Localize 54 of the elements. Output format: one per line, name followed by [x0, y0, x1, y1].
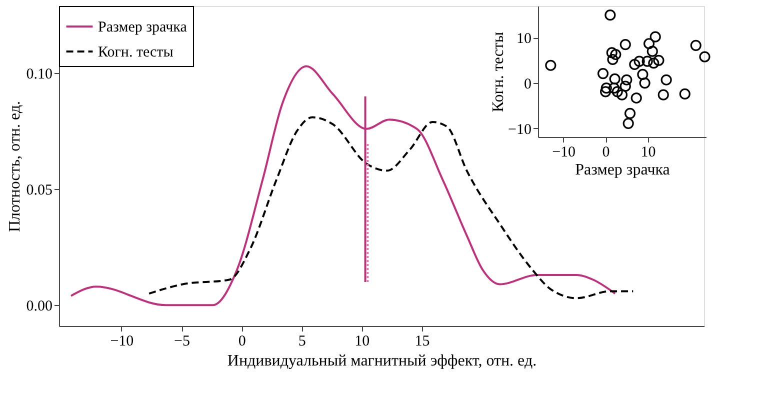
- point: [597, 68, 609, 80]
- point: [607, 54, 618, 66]
- point: [600, 86, 612, 98]
- point: [653, 54, 664, 66]
- point: [637, 68, 648, 80]
- point: [600, 82, 612, 94]
- y-tick-label: 0: [524, 76, 532, 93]
- point: [629, 58, 640, 70]
- point: [608, 82, 620, 94]
- y-axis-title: Когн. тесты: [490, 32, 508, 112]
- point: [616, 89, 628, 100]
- point: [643, 38, 655, 50]
- point: [646, 46, 658, 57]
- x-tick-label: 0: [602, 144, 610, 160]
- y-tick-label: 0.05: [26, 182, 52, 199]
- y-tick-label: 0.00: [26, 298, 52, 315]
- point: [620, 38, 631, 50]
- x-tick-label: −10: [110, 334, 134, 350]
- point: [612, 86, 623, 98]
- point: [624, 108, 636, 119]
- point: [620, 80, 631, 92]
- x-tick-label: −10: [552, 144, 576, 160]
- point: [648, 58, 660, 69]
- point: [699, 51, 710, 62]
- point: [660, 74, 672, 86]
- y-axis-title: Плотность, отн. ед.: [6, 100, 24, 232]
- x-axis-title: Размер зрачка: [575, 162, 670, 178]
- point: [604, 10, 616, 21]
- legend-label: Когн. тесты: [98, 44, 174, 60]
- point: [650, 31, 661, 42]
- point: [545, 60, 556, 71]
- y-tick-label: 10: [516, 31, 532, 48]
- point: [621, 74, 632, 86]
- y-tick-label: 0.10: [26, 66, 52, 83]
- x-tick-label: −5: [174, 334, 190, 350]
- point: [639, 78, 650, 89]
- point: [642, 56, 653, 67]
- point: [679, 88, 690, 100]
- x-tick-label: 10: [640, 144, 656, 160]
- x-tick-label: 10: [354, 334, 370, 350]
- point: [609, 73, 620, 85]
- legend-label: Размер зрачка: [98, 20, 188, 36]
- x-tick-label: 15: [414, 334, 430, 350]
- point: [606, 47, 618, 58]
- point: [610, 48, 622, 60]
- point: [658, 89, 669, 100]
- x-axis-title: Индивидуальный магнитный эффект, отн. ед.: [227, 352, 537, 370]
- x-tick-label: 0: [238, 334, 246, 350]
- point: [622, 118, 634, 129]
- y-tick-label: −10: [508, 122, 532, 138]
- point: [634, 56, 645, 67]
- point: [690, 40, 702, 51]
- x-tick-label: 5: [298, 334, 306, 350]
- point: [630, 92, 642, 104]
